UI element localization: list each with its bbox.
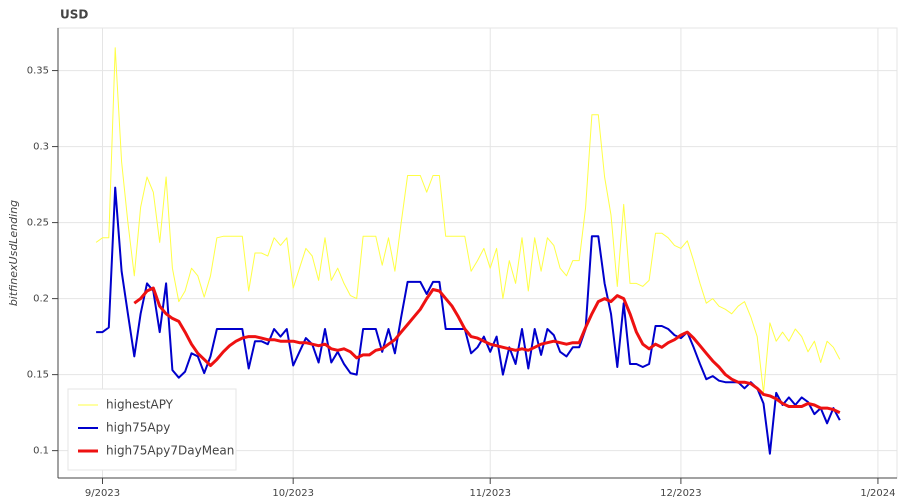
y-tick-label: 0.2	[33, 294, 49, 305]
legend-label: highestAPY	[106, 398, 174, 412]
legend-box	[67, 388, 237, 471]
x-tick-label: 9/2023	[85, 488, 120, 499]
y-tick-label: 0.35	[27, 66, 49, 77]
x-tick-label: 11/2023	[469, 488, 511, 499]
series-line	[133, 286, 841, 414]
x-tick-label: 10/2023	[272, 488, 314, 499]
series-line	[95, 47, 841, 394]
legend-label: high75Apy	[106, 421, 170, 435]
x-tick-label: 1/2024	[860, 488, 895, 499]
y-tick-label: 0.3	[33, 142, 49, 153]
y-axis-label: bitfinexUsdLending	[7, 200, 20, 306]
y-tick-label: 0.15	[27, 370, 49, 381]
x-tick-label: 12/2023	[660, 488, 702, 499]
legend-label: high75Apy7DayMean	[106, 444, 234, 458]
y-tick-label: 0.25	[27, 218, 49, 229]
chart-title: USD	[60, 8, 88, 22]
series-line	[96, 186, 841, 455]
y-tick-label: 0.1	[33, 446, 49, 457]
